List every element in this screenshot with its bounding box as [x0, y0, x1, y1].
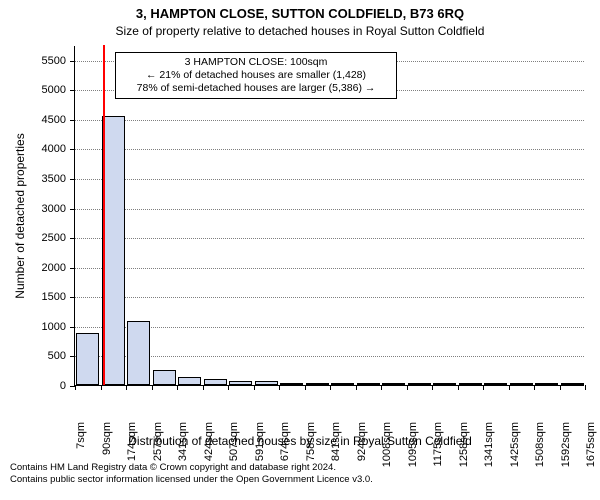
y-tick-label: 0	[60, 380, 66, 392]
y-tick-label: 4500	[42, 114, 66, 126]
histogram-bar	[255, 381, 278, 385]
chart-subtitle: Size of property relative to detached ho…	[0, 24, 600, 38]
annotation-line: 3 HAMPTON CLOSE: 100sqm	[122, 56, 390, 69]
y-tick-label: 2000	[42, 262, 66, 274]
gridline	[75, 238, 584, 239]
histogram-bar	[459, 383, 482, 385]
gridline	[75, 297, 584, 298]
gridline	[75, 327, 584, 328]
x-tick-label: 1592sqm	[560, 422, 572, 482]
y-axis-label: Number of detached properties	[13, 133, 27, 298]
histogram-bar	[153, 370, 176, 385]
histogram-bar	[357, 383, 380, 385]
y-tick-label: 2500	[42, 232, 66, 244]
subject-marker-line	[103, 45, 105, 385]
histogram-bar	[382, 383, 405, 385]
histogram-bar	[229, 381, 252, 385]
gridline	[75, 179, 584, 180]
x-tick-label: 1341sqm	[483, 422, 495, 482]
histogram-bar	[408, 383, 431, 385]
y-tick-label: 4000	[42, 143, 66, 155]
y-tick-label: 5500	[42, 55, 66, 67]
footer-attribution: Contains HM Land Registry data © Crown c…	[10, 462, 373, 486]
histogram-bar	[484, 383, 507, 385]
x-tick-label: 1675sqm	[585, 422, 597, 482]
x-tick-label: 1508sqm	[534, 422, 546, 482]
chart-title: 3, HAMPTON CLOSE, SUTTON COLDFIELD, B73 …	[0, 6, 600, 21]
x-tick-label: 1175sqm	[432, 422, 444, 482]
histogram-bar	[510, 383, 533, 385]
y-tick-label: 1000	[42, 321, 66, 333]
y-tick-label: 500	[48, 350, 66, 362]
histogram-bar	[331, 383, 354, 385]
annotation-line: ← 21% of detached houses are smaller (1,…	[122, 69, 390, 82]
histogram-bar	[280, 383, 303, 385]
x-tick-label: 1425sqm	[509, 422, 521, 482]
y-tick-label: 1500	[42, 291, 66, 303]
histogram-bar	[433, 383, 456, 385]
histogram-bar	[127, 321, 150, 385]
gridline	[75, 356, 584, 357]
x-tick-label: 1095sqm	[407, 422, 419, 482]
y-tick-label: 3500	[42, 173, 66, 185]
y-tick-label: 3000	[42, 203, 66, 215]
histogram-bar	[306, 383, 329, 385]
footer-line-1: Contains HM Land Registry data © Crown c…	[10, 462, 373, 474]
chart-container: 3, HAMPTON CLOSE, SUTTON COLDFIELD, B73 …	[0, 0, 600, 500]
annotation-line: 78% of semi-detached houses are larger (…	[122, 82, 390, 95]
histogram-bar	[178, 377, 201, 385]
histogram-bar	[76, 333, 99, 385]
footer-line-2: Contains public sector information licen…	[10, 474, 373, 486]
x-tick-label: 1008sqm	[381, 422, 393, 482]
plot-area: 0500100015002000250030003500400045005000…	[74, 46, 584, 386]
annotation-box: 3 HAMPTON CLOSE: 100sqm← 21% of detached…	[115, 52, 397, 99]
y-tick-label: 5000	[42, 84, 66, 96]
gridline	[75, 209, 584, 210]
histogram-bar	[561, 383, 584, 385]
gridline	[75, 149, 584, 150]
x-tick-label: 1258sqm	[458, 422, 470, 482]
histogram-bar	[204, 379, 227, 385]
histogram-bar	[535, 383, 558, 385]
x-axis-label: Distribution of detached houses by size …	[0, 434, 600, 448]
gridline	[75, 120, 584, 121]
gridline	[75, 268, 584, 269]
